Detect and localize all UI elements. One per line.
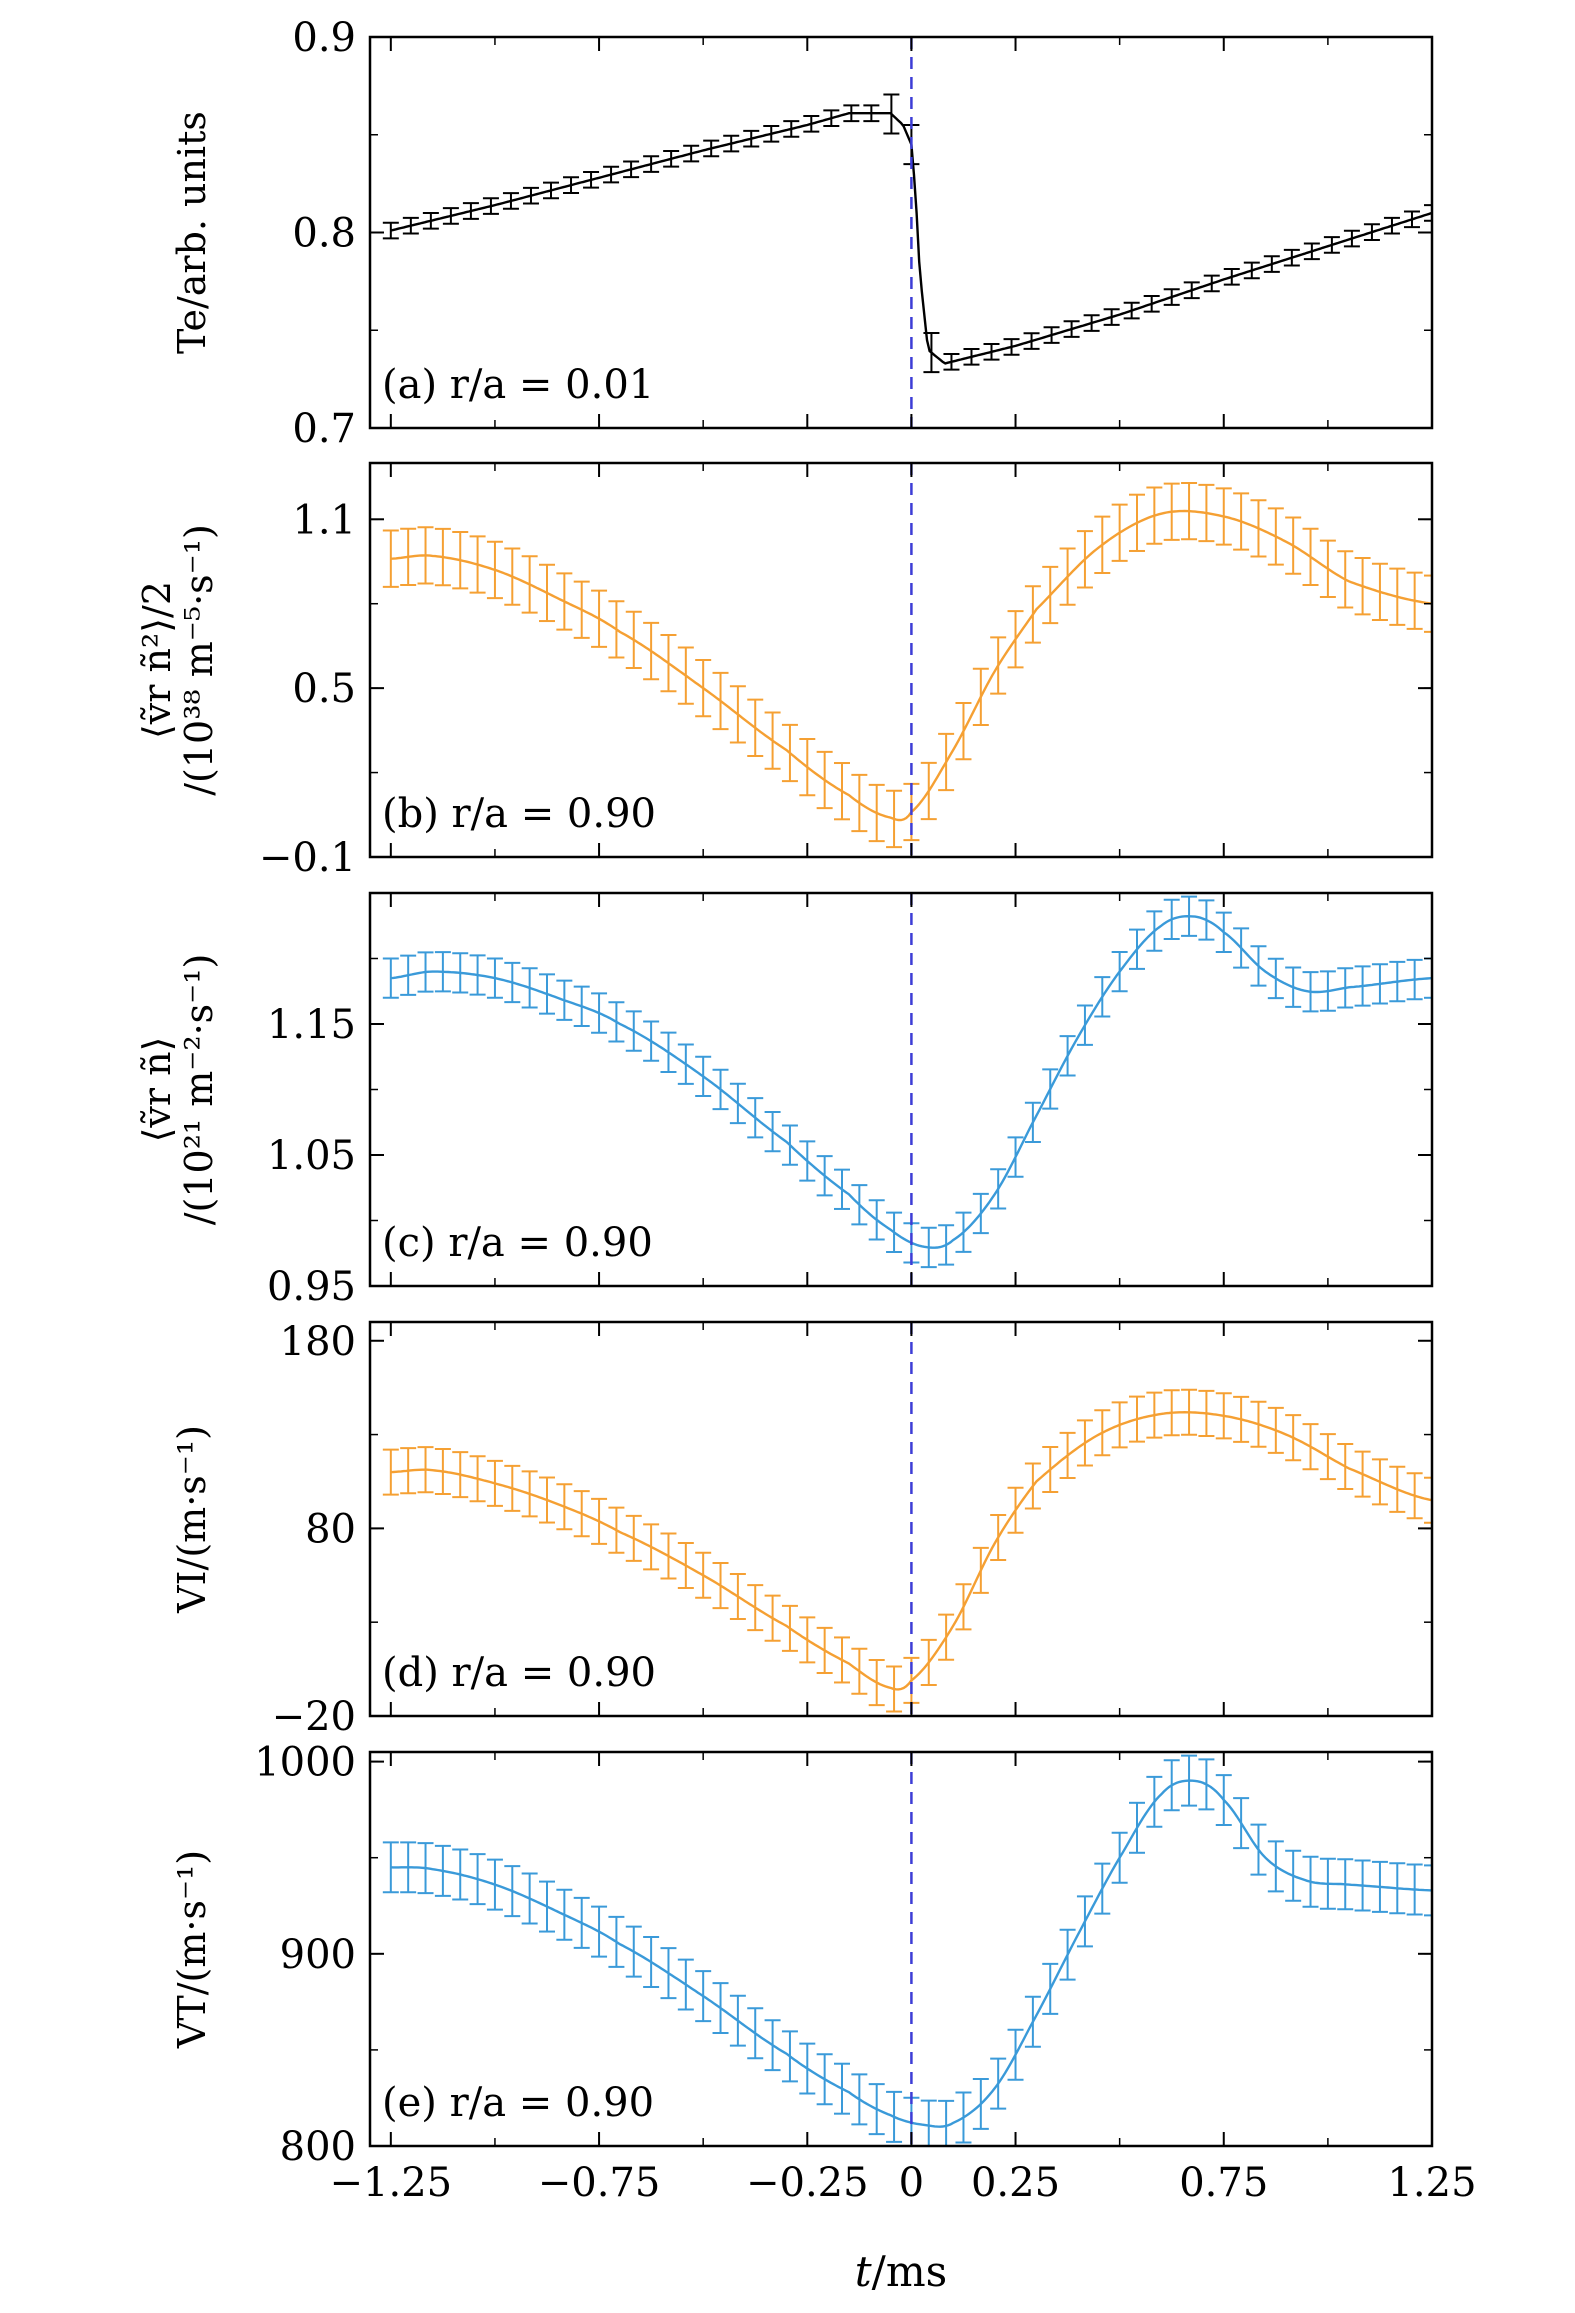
x-axis-label-unit: /ms bbox=[872, 2247, 948, 2296]
x-tick-label: −0.75 bbox=[538, 2160, 661, 2206]
y-tick-label: −0.1 bbox=[259, 835, 356, 881]
y-tick-label: 1.1 bbox=[292, 497, 356, 543]
x-tick-label: 0.75 bbox=[1179, 2160, 1268, 2206]
panel-4: −20 80 180 (d) r/a = 0.90 VI/(m·s⁻¹) bbox=[170, 1319, 1434, 1740]
y-axis-label: Te/arb. units bbox=[170, 111, 214, 354]
y-tick-label: 0.95 bbox=[267, 1264, 356, 1310]
panel-3: 0.95 1.05 1.15 (c) r/a = 0.90 ⟨ṽr ñ⟩/(10²¹ m… bbox=[135, 891, 1434, 1310]
y-axis-label: ⟨ṽr ñ⟩ bbox=[135, 1037, 179, 1143]
x-axis-label: t/ms bbox=[855, 2247, 947, 2296]
panel-label: (a) r/a = 0.01 bbox=[382, 362, 654, 408]
y-tick-label: 1000 bbox=[254, 1740, 356, 1786]
y-tick-label: 1.15 bbox=[267, 1002, 356, 1048]
panel-label: (c) r/a = 0.90 bbox=[382, 1220, 653, 1266]
y-tick-label: −20 bbox=[272, 1694, 356, 1740]
panel-label: (e) r/a = 0.90 bbox=[382, 2080, 654, 2126]
y-axis-label-units: /(10²¹ m⁻²·s⁻¹) bbox=[177, 954, 221, 1226]
y-tick-label: 800 bbox=[280, 2124, 356, 2170]
y-axis-label: VI/(m·s⁻¹) bbox=[170, 1425, 214, 1614]
x-tick-label: −0.25 bbox=[746, 2160, 869, 2206]
axes-frame bbox=[368, 461, 1434, 859]
panel-1: 0.7 0.8 0.9 (a) r/a = 0.01 Te/arb. units bbox=[170, 15, 1434, 452]
y-tick-label: 900 bbox=[280, 1932, 356, 1978]
axes-frame bbox=[368, 1320, 1434, 1718]
x-axis-label-var: t bbox=[855, 2247, 872, 2296]
x-tick-label: 1.25 bbox=[1387, 2160, 1476, 2206]
x-tick-label: −1.25 bbox=[330, 2160, 453, 2206]
panel-5: 800 900 1000 (e) r/a = 0.90 VT/(m·s⁻¹) bbox=[170, 1740, 1434, 2170]
panel-label: (b) r/a = 0.90 bbox=[382, 791, 656, 837]
y-axis-label: ⟨ṽr ñ²⟩/2 bbox=[135, 581, 179, 739]
y-tick-label: 0.8 bbox=[292, 211, 356, 257]
series-0 bbox=[382, 93, 1432, 374]
y-tick-label: 180 bbox=[280, 1319, 356, 1365]
y-tick-label: 1.05 bbox=[267, 1133, 356, 1179]
panel-2: −0.1 0.5 1.1 (b) r/a = 0.90 ⟨ṽr ñ²⟩/2/(10³⁸ … bbox=[135, 461, 1434, 881]
y-tick-label: 0.5 bbox=[292, 666, 356, 712]
x-tick-label: 0 bbox=[899, 2160, 924, 2206]
x-tick-label: 0.25 bbox=[971, 2160, 1060, 2206]
y-tick-label: 0.7 bbox=[292, 406, 356, 452]
y-tick-label: 0.9 bbox=[292, 15, 356, 61]
axes-frame bbox=[368, 1750, 1434, 2148]
series-3 bbox=[382, 1388, 1432, 1713]
y-axis-label: VT/(m·s⁻¹) bbox=[170, 1850, 214, 2049]
y-axis-label-units: /(10³⁸ m⁻⁵·s⁻¹) bbox=[177, 524, 221, 796]
y-tick-label: 80 bbox=[305, 1506, 356, 1552]
series-4 bbox=[382, 1754, 1432, 2146]
panel-label: (d) r/a = 0.90 bbox=[382, 1650, 656, 1696]
